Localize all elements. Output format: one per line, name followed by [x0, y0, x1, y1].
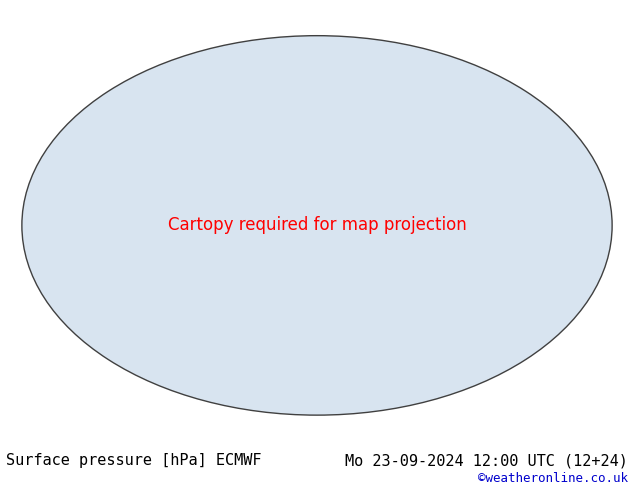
Text: Surface pressure [hPa] ECMWF: Surface pressure [hPa] ECMWF	[6, 453, 262, 468]
Ellipse shape	[22, 36, 612, 415]
Text: Mo 23-09-2024 12:00 UTC (12+24): Mo 23-09-2024 12:00 UTC (12+24)	[345, 453, 628, 468]
Text: Cartopy required for map projection: Cartopy required for map projection	[167, 217, 467, 234]
Text: ©weatheronline.co.uk: ©weatheronline.co.uk	[477, 472, 628, 485]
